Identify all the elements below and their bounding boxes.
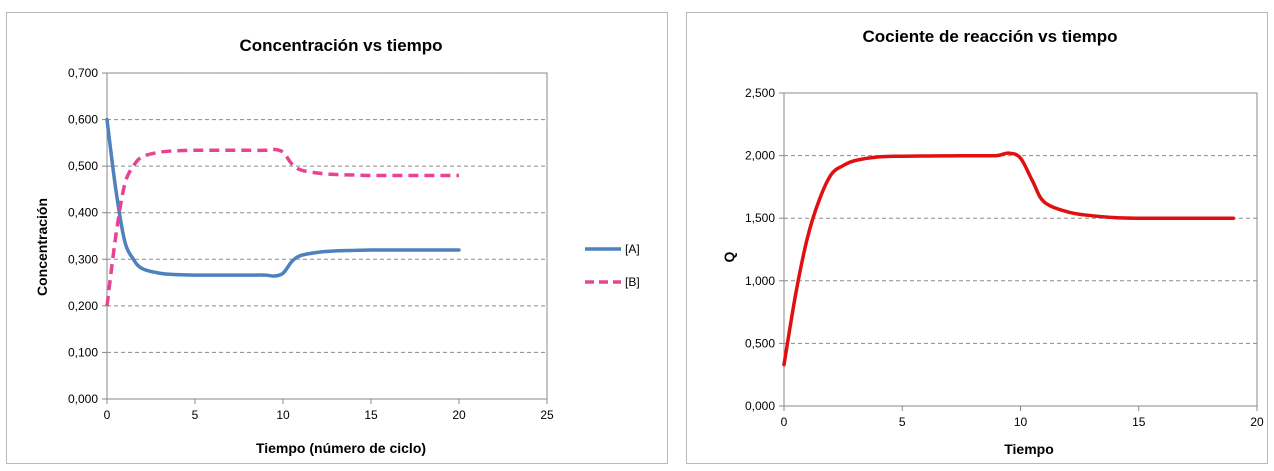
y-axis-label: Q: [721, 251, 737, 262]
plot-area: [106, 72, 548, 400]
y-tick-label: 0,200: [68, 299, 98, 313]
y-tick-label: 0,400: [68, 206, 98, 220]
legend-label: [B]: [625, 275, 640, 289]
x-tick-label: 10: [1014, 415, 1028, 429]
concentration-chart-svg: Concentración vs tiempo Tiempo (número d…: [34, 36, 640, 456]
x-tick-label: 15: [364, 408, 378, 422]
y-tick-label: 0,100: [68, 345, 98, 359]
series-line-1: [105, 147, 459, 307]
y-tick-label: 0,700: [68, 66, 98, 80]
chart-title: Cociente de reacción vs tiempo: [862, 27, 1117, 46]
reaction-quotient-chart: Cociente de reacción vs tiempo Tiempo Q …: [686, 12, 1268, 464]
y-tick-label: 0,500: [68, 159, 98, 173]
x-tick-label: 15: [1132, 415, 1146, 429]
x-tick-label: 20: [452, 408, 466, 422]
y-axis-label: Concentración: [34, 198, 50, 296]
x-tick-label: 5: [899, 415, 906, 429]
y-tick-label: 2,000: [745, 149, 775, 163]
chart-title: Concentración vs tiempo: [239, 36, 442, 55]
x-tick-label: 10: [276, 408, 290, 422]
reaction-quotient-chart-svg: Cociente de reacción vs tiempo Tiempo Q …: [721, 27, 1264, 457]
legend-label: [A]: [625, 242, 640, 256]
y-tick-label: 2,500: [745, 86, 775, 100]
y-tick-label: 0,600: [68, 113, 98, 127]
x-tick-label: 20: [1250, 415, 1264, 429]
series-line-0: [105, 117, 461, 278]
x-axis-label: Tiempo (número de ciclo): [256, 440, 426, 456]
x-tick-label: 5: [192, 408, 199, 422]
y-tick-label: 0,000: [745, 399, 775, 413]
y-tick-label: 0,300: [68, 252, 98, 266]
concentration-chart: Concentración vs tiempo Tiempo (número d…: [6, 12, 668, 464]
y-tick-label: 1,000: [745, 274, 775, 288]
series-line-0: [782, 151, 1236, 367]
y-tick-label: 0,000: [68, 392, 98, 406]
y-tick-label: 0,500: [745, 336, 775, 350]
x-tick-label: 0: [781, 415, 788, 429]
x-axis-label: Tiempo: [1004, 441, 1054, 457]
x-tick-label: 0: [104, 408, 111, 422]
plot-area: [783, 92, 1258, 407]
x-tick-label: 25: [540, 408, 554, 422]
y-tick-label: 1,500: [745, 211, 775, 225]
